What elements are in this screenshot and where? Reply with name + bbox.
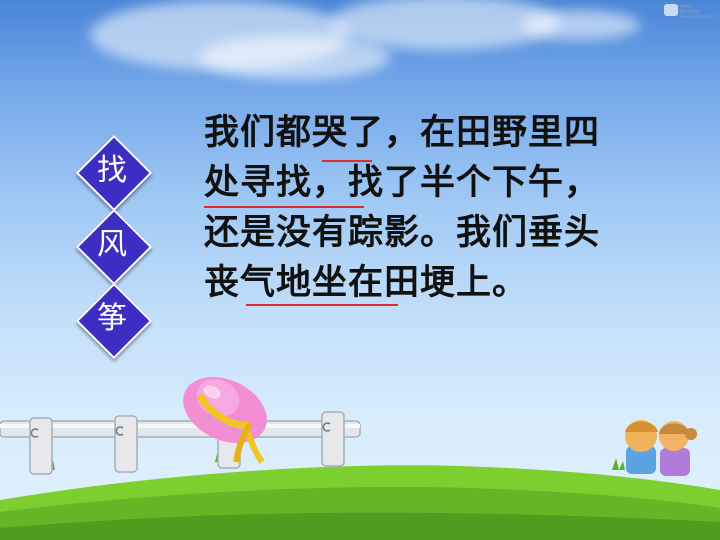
title-char: 找 — [97, 153, 127, 188]
wooden-fence-icon — [0, 411, 361, 475]
watermark-line: www.kjzhan.com — [680, 14, 714, 19]
passage-line: 还是没有踪影。我们垂头 — [204, 213, 601, 253]
watermark-brand: 课件站 — [680, 4, 692, 9]
cloud — [200, 35, 390, 80]
title-char: 风 — [97, 227, 127, 262]
cloud — [520, 10, 640, 40]
passage-line: 我们都哭了，在田野里四 — [204, 113, 601, 153]
children-icon — [625, 420, 697, 476]
pink-hat-icon — [183, 377, 267, 464]
grass-field-icon — [0, 446, 720, 540]
title-diamond-1: 找 — [75, 134, 153, 212]
watermark-line: 教学资源网 — [680, 9, 700, 14]
title-diamond-2: 风 — [75, 208, 153, 286]
passage-line: 丧气地坐在田埂上。 — [204, 263, 529, 303]
underline-mark — [246, 304, 398, 306]
passage-line: 处寻找，找了半个下午， — [204, 163, 601, 203]
passage-text: 我们都哭了，在田野里四 处寻找，找了半个下午， 还是没有踪影。我们垂头 丧气地坐… — [204, 108, 664, 308]
title-char: 筝 — [97, 301, 127, 336]
underline-mark — [322, 160, 372, 162]
watermark-icon — [664, 4, 678, 16]
underline-mark — [204, 206, 364, 208]
title-diamond-3: 筝 — [75, 282, 153, 360]
watermark-logo: 课件站 教学资源网 www.kjzhan.com — [664, 4, 716, 19]
